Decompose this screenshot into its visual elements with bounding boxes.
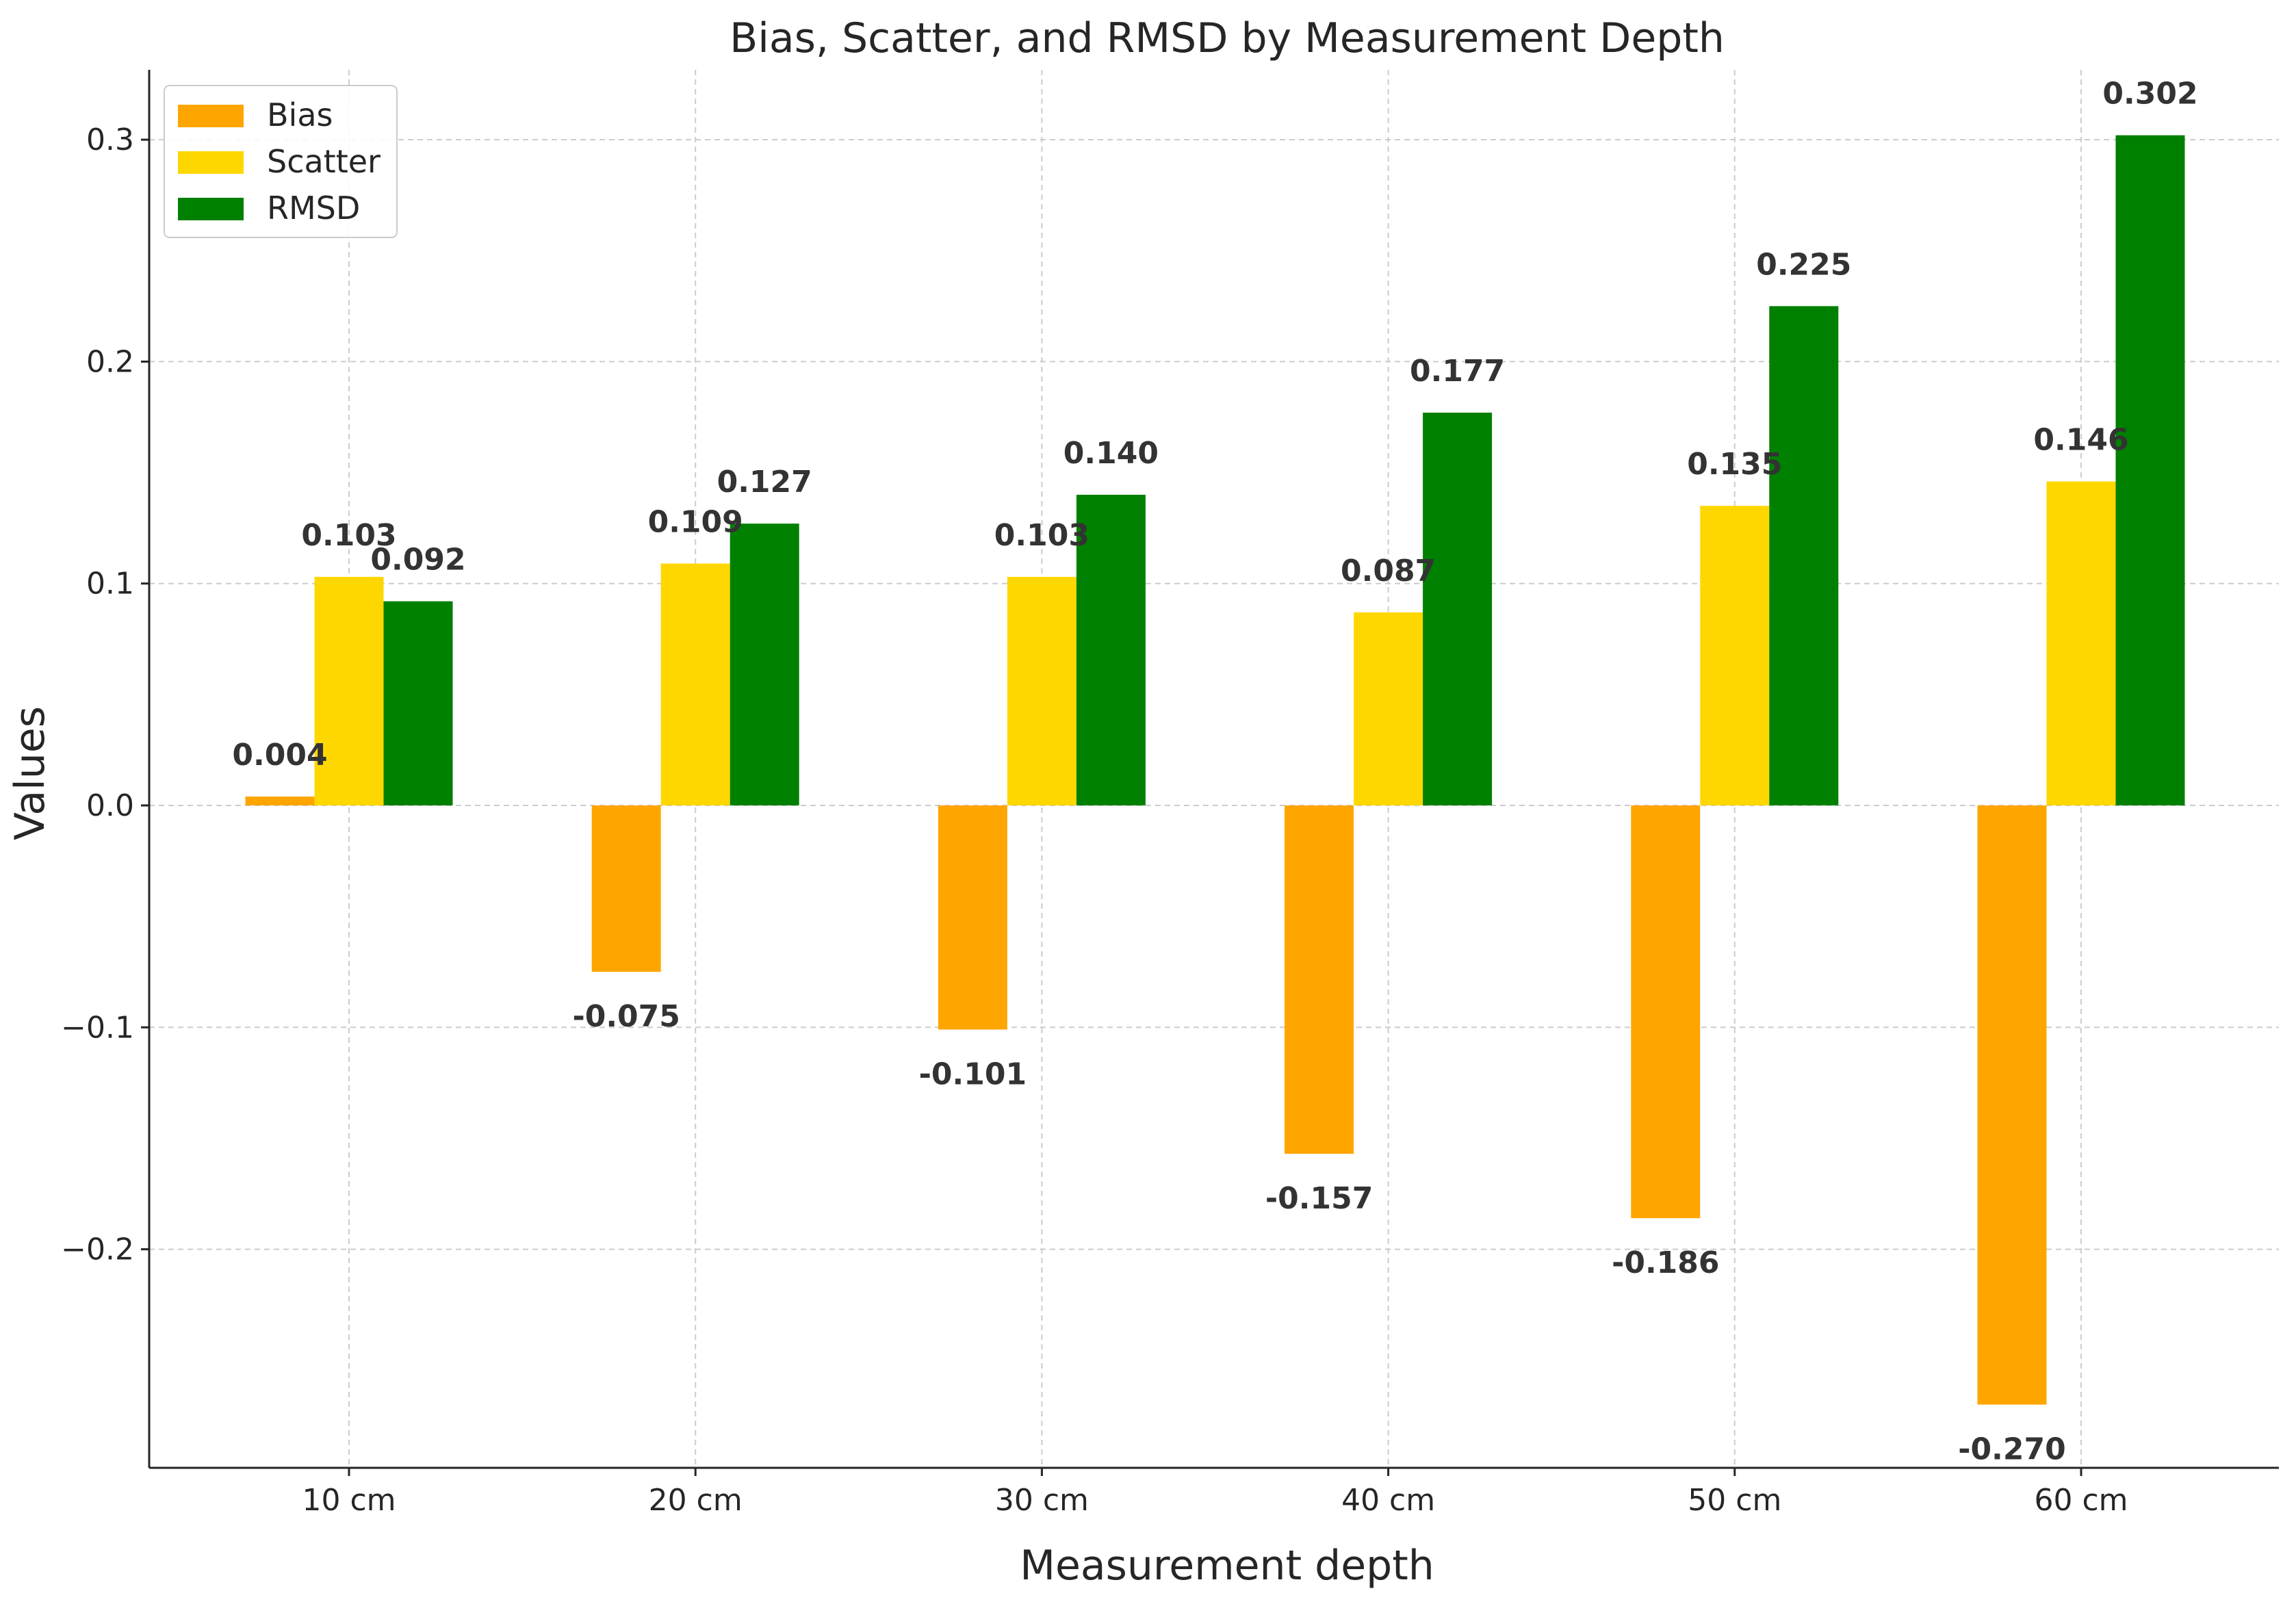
- legend-label-scatter: Scatter: [267, 143, 380, 180]
- data-label-scatter: 0.103: [994, 518, 1089, 553]
- x-axis-label: Measurement depth: [1020, 1542, 1434, 1590]
- legend: Bias Scatter RMSD: [164, 85, 398, 238]
- bar-bias: [938, 805, 1007, 1030]
- data-label-scatter: 0.109: [648, 505, 743, 540]
- y-tick-label: −0.1: [61, 1010, 134, 1045]
- legend-label-bias: Bias: [267, 96, 333, 133]
- legend-label-rmsd: RMSD: [267, 190, 360, 227]
- data-label-bias: -0.186: [1612, 1245, 1719, 1280]
- gridlines: [149, 70, 2279, 1468]
- bar-scatter: [1354, 612, 1423, 806]
- bar-bias: [1631, 805, 1701, 1219]
- y-tick-label: 0.3: [86, 122, 134, 157]
- data-label-scatter: 0.135: [1687, 447, 1782, 482]
- x-tick-label: 20 cm: [649, 1483, 743, 1518]
- y-tick-label: 0.2: [86, 344, 134, 379]
- y-tick-label: −0.2: [61, 1232, 134, 1267]
- bar-bias: [245, 797, 315, 806]
- data-label-bias: -0.270: [1958, 1432, 2065, 1467]
- data-label-rmsd: 0.092: [370, 543, 465, 578]
- legend-swatch-bias: [178, 105, 244, 127]
- data-label-rmsd: 0.177: [1410, 354, 1505, 389]
- bar-rmsd: [383, 601, 453, 806]
- data-label-rmsd: 0.127: [717, 465, 812, 500]
- data-label-bias: -0.157: [1265, 1181, 1373, 1216]
- bar-rmsd: [1076, 495, 1146, 806]
- data-label-bias: -0.075: [572, 999, 680, 1034]
- legend-swatch-rmsd: [178, 198, 244, 220]
- x-tick-label: 30 cm: [995, 1483, 1089, 1518]
- data-label-bias: 0.004: [232, 738, 327, 773]
- chart-title: Bias, Scatter, and RMSD by Measurement D…: [730, 14, 1725, 62]
- bar-rmsd: [730, 523, 799, 806]
- data-label-rmsd: 0.140: [1063, 436, 1159, 471]
- bar-scatter: [660, 563, 730, 806]
- data-label-scatter: 0.103: [301, 518, 396, 553]
- y-tick-label: 0.0: [86, 788, 134, 823]
- bar-scatter: [1007, 576, 1076, 806]
- y-axis-label: Values: [6, 706, 54, 840]
- x-tick-label: 60 cm: [2034, 1483, 2128, 1518]
- data-label-scatter: 0.146: [2033, 423, 2128, 458]
- data-labels: 0.004 -0.075 -0.101 -0.157 -0.186 -0.270 0.103…: [232, 77, 2197, 1467]
- data-label-rmsd: 0.302: [2102, 77, 2197, 112]
- bar-scatter: [314, 576, 384, 806]
- data-label-rmsd: 0.225: [1756, 247, 1851, 282]
- bar-bias: [1285, 805, 1354, 1154]
- bar-rmsd: [1769, 306, 1839, 806]
- bar-rmsd: [2115, 135, 2185, 806]
- bar-scatter: [2046, 481, 2116, 806]
- bar-scatter: [1700, 506, 1770, 806]
- bar-rmsd: [1423, 413, 1493, 806]
- bar-bias: [1977, 805, 2047, 1405]
- legend-swatch-scatter: [178, 151, 244, 174]
- x-tick-label: 50 cm: [1688, 1483, 1781, 1518]
- x-tick-label: 10 cm: [302, 1483, 396, 1518]
- y-tick-label: 0.1: [86, 567, 134, 602]
- data-label-bias: -0.101: [919, 1057, 1027, 1092]
- data-label-scatter: 0.087: [1341, 554, 1436, 588]
- axes: −0.2 −0.1 0.0 0.1 0.2 0.3 10 cm 20 cm 30 cm 40 cm…: [61, 70, 2279, 1518]
- x-tick-label: 40 cm: [1341, 1483, 1435, 1518]
- bars: [245, 135, 2185, 1405]
- bar-bias: [591, 805, 661, 972]
